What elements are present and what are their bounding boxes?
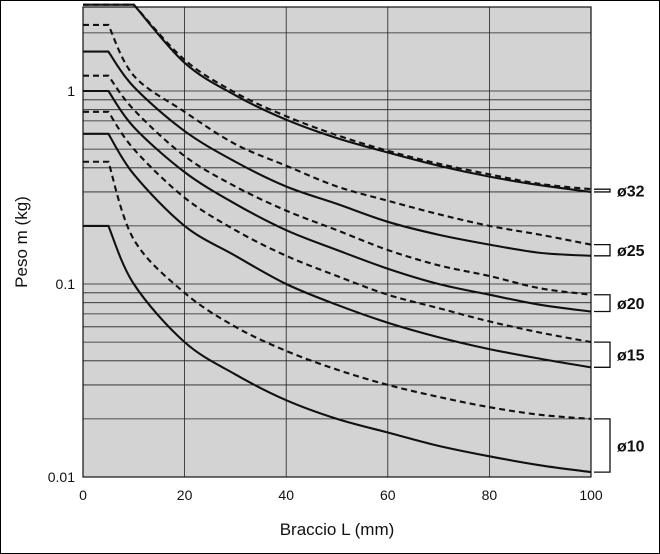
bore-label: ø32 (617, 184, 645, 201)
x-tick-label: 80 (482, 487, 498, 503)
series-lines (83, 3, 592, 474)
bore-bracket (594, 243, 611, 257)
y-axis-title: Peso m (kg) (12, 196, 31, 288)
bore-bracket (594, 294, 611, 313)
x-tick-labels: 0 20 40 60 80 100 (79, 487, 603, 503)
bore-bracket (594, 188, 611, 193)
series-line-d25-dashed (83, 23, 592, 246)
y-tick-label: 0.1 (56, 276, 76, 292)
bore-label: ø15 (617, 348, 645, 365)
bore-label: ø20 (617, 296, 645, 313)
series-line-d32-dashed (83, 3, 592, 191)
y-tick-labels: 0.01 0.1 1 (48, 83, 75, 485)
bore-labels: ø32 ø25 ø20 ø15 ø10 (594, 184, 645, 473)
series-line-d10-solid (83, 224, 592, 474)
x-tick-label: 20 (177, 487, 193, 503)
x-axis-title: Braccio L (mm) (280, 520, 395, 539)
series-line-d32-solid (83, 3, 592, 193)
series-line-d25-solid (83, 50, 592, 257)
series-line-d10-dashed (83, 160, 592, 420)
series-line-d20-solid (83, 89, 592, 313)
bore-bracket (594, 418, 611, 473)
plot-background (83, 7, 591, 477)
y-tick-label: 1 (67, 83, 75, 99)
series-line-d15-solid (83, 132, 592, 369)
x-tick-label: 100 (579, 487, 603, 503)
x-tick-label: 40 (278, 487, 294, 503)
y-tick-label: 0.01 (48, 469, 75, 485)
x-tick-label: 0 (79, 487, 87, 503)
series-line-d20-dashed (83, 74, 592, 296)
grid (83, 7, 591, 477)
bore-label: ø25 (617, 243, 645, 260)
series-line-d15-dashed (83, 110, 592, 344)
x-tick-label: 60 (380, 487, 396, 503)
bore-label: ø10 (617, 439, 645, 456)
plot-border (82, 6, 592, 478)
bore-bracket (594, 341, 611, 368)
